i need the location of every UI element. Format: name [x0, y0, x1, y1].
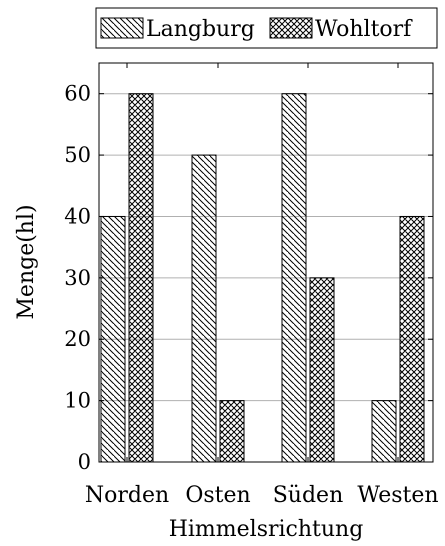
y-tick-label: 60 — [64, 82, 91, 106]
y-tick-label: 30 — [64, 266, 91, 290]
y-axis-label: Menge(hl) — [14, 204, 39, 319]
bar-langburg-osten — [191, 154, 217, 463]
plot-frame — [98, 62, 434, 463]
bar-langburg-westen — [371, 400, 397, 463]
legend-label-wohltorf: Wohltorf — [315, 17, 413, 42]
x-category-label: Norden — [85, 483, 169, 508]
bar-wohltorf-westen — [399, 215, 425, 463]
y-tick-label: 10 — [64, 389, 91, 413]
bar-wohltorf-osten — [219, 400, 245, 463]
y-tick-label: 20 — [64, 327, 91, 351]
legend-box — [95, 7, 438, 49]
bars — [100, 93, 425, 463]
bar-wohltorf-süden — [309, 277, 335, 463]
legend-swatch-langburg — [100, 17, 144, 39]
x-axis: Norden Osten Süden Westen — [85, 63, 439, 508]
y-tick-label: 40 — [64, 204, 91, 228]
x-axis-label: Himmelsrichtung — [169, 517, 364, 542]
legend: Langburg Wohltorf — [95, 7, 438, 49]
bar-langburg-norden — [100, 215, 126, 463]
bar-langburg-süden — [281, 93, 307, 463]
bar-wohltorf-norden — [128, 93, 154, 463]
y-axis: 0 10 20 30 40 50 60 — [64, 82, 433, 474]
y-tick-label: 0 — [78, 450, 91, 474]
legend-swatch-wohltorf — [269, 17, 313, 39]
y-tick-label: 50 — [64, 143, 91, 167]
legend-label-langburg: Langburg — [146, 17, 255, 42]
x-category-label: Osten — [185, 483, 250, 508]
x-category-label: Süden — [273, 483, 344, 508]
x-category-label: Westen — [357, 483, 438, 508]
